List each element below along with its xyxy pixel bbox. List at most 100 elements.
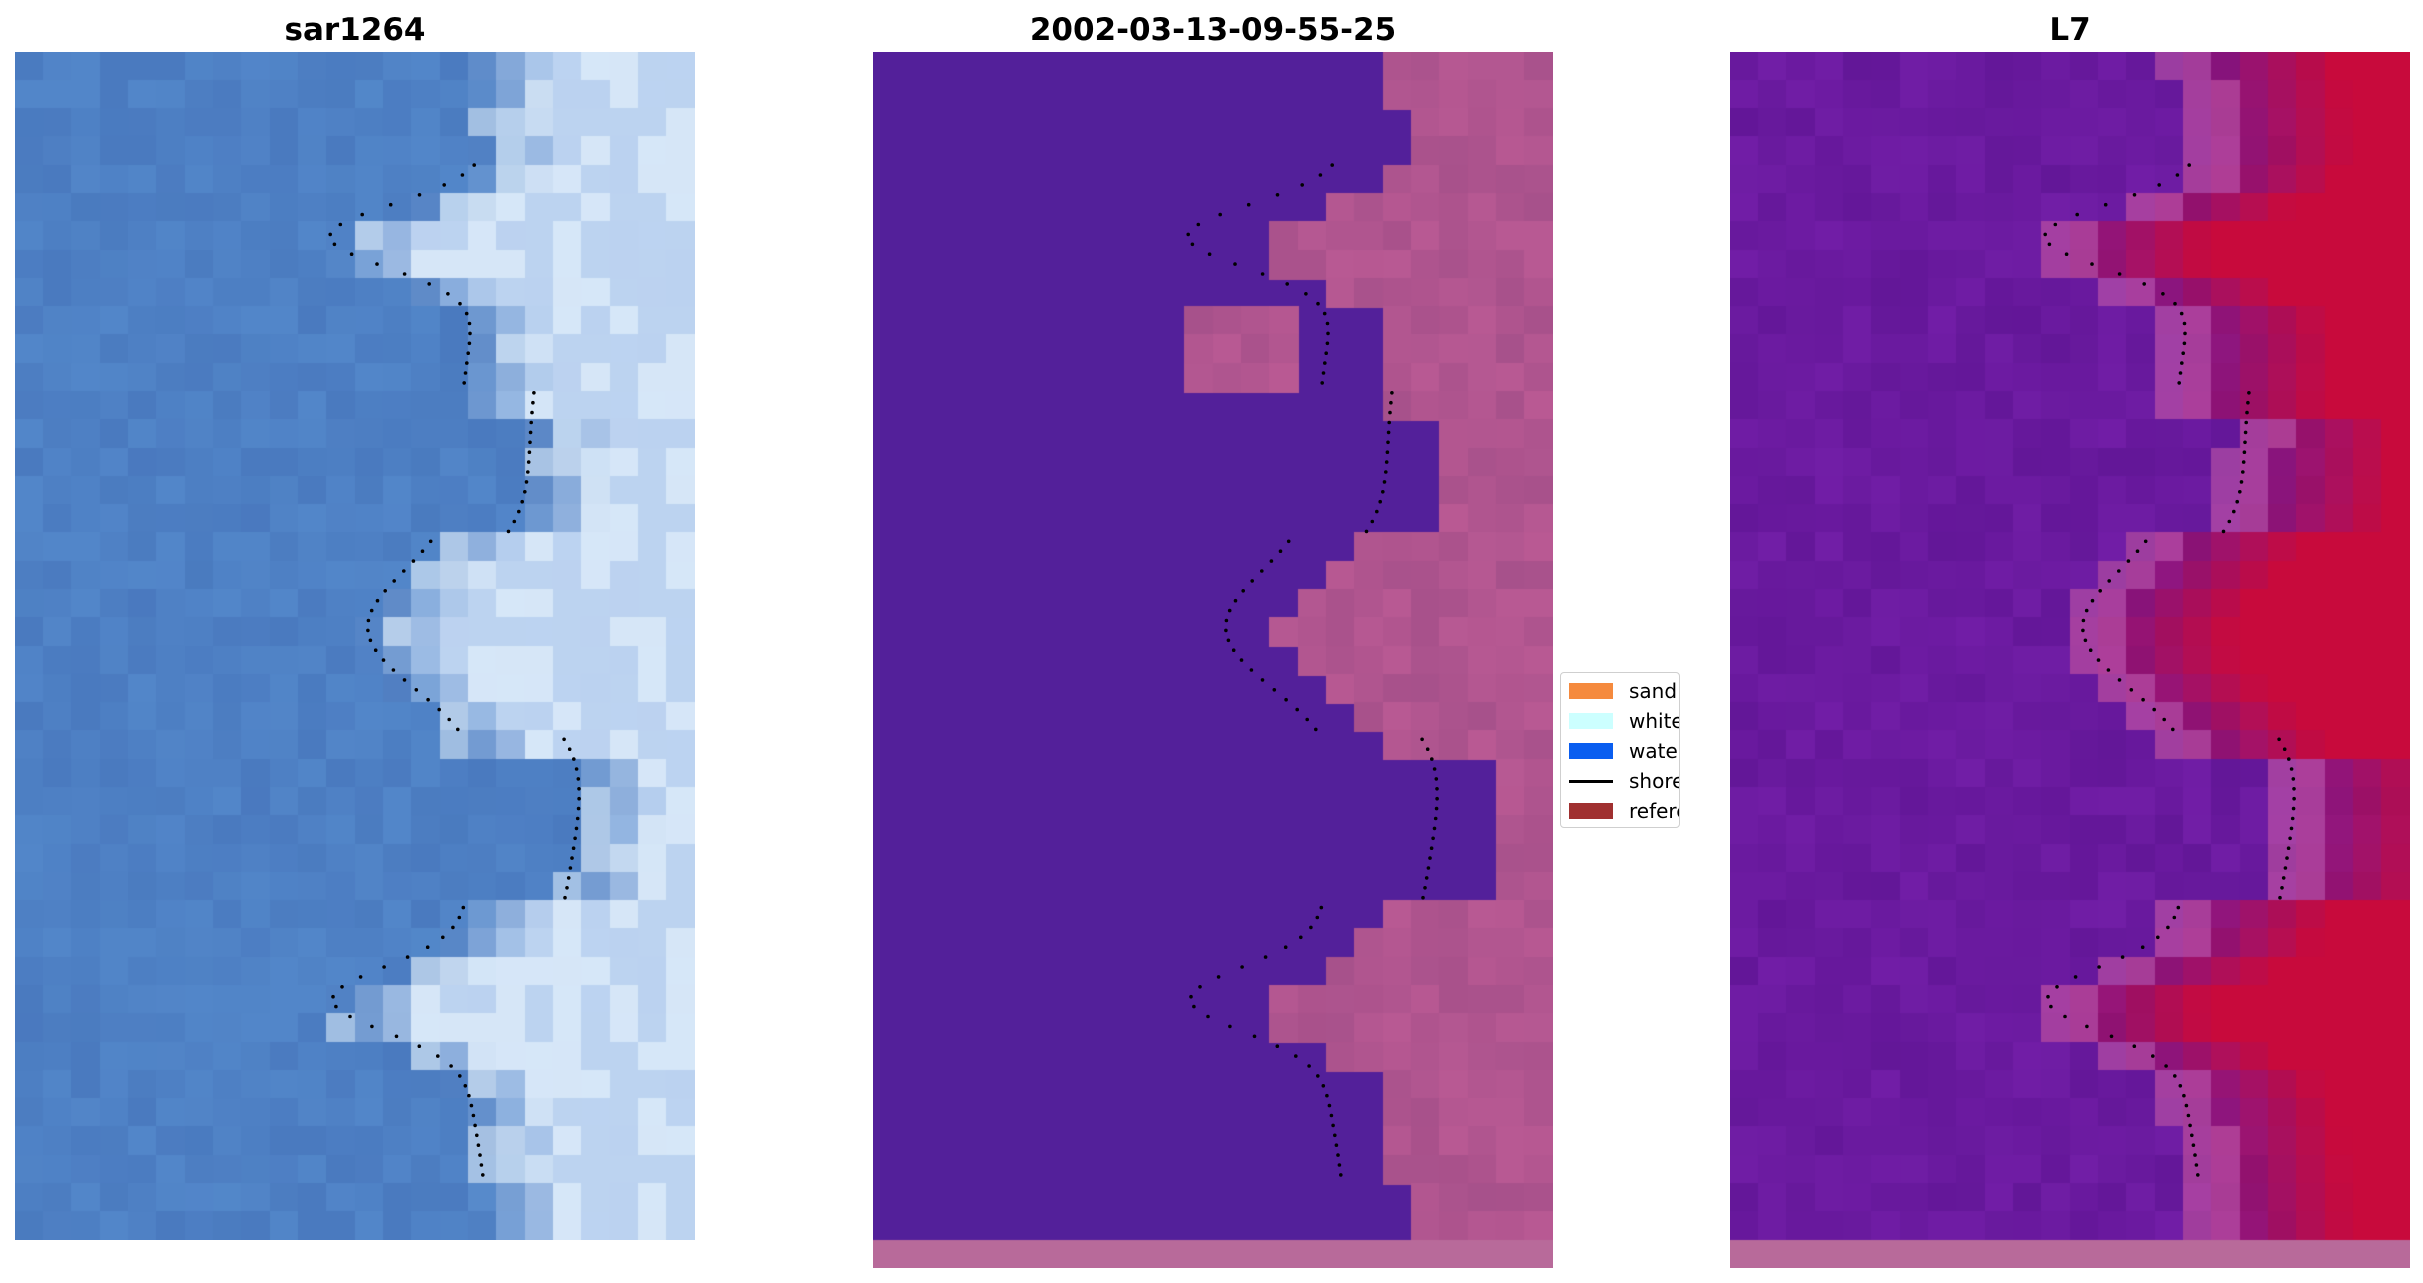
shoreline-point xyxy=(2193,1153,2197,1157)
shoreline-point xyxy=(506,529,511,534)
shoreline-point xyxy=(2132,193,2137,197)
shoreline-point xyxy=(2277,737,2281,742)
shoreline-point xyxy=(528,440,532,445)
shoreline-point xyxy=(1430,757,1434,761)
shoreline-point xyxy=(2047,242,2052,247)
shoreline-point xyxy=(449,1064,453,1068)
shoreline-point xyxy=(1260,678,1265,682)
shoreline-point xyxy=(1295,707,1299,712)
shoreline-point xyxy=(1260,569,1264,573)
shoreline-point xyxy=(451,925,455,930)
shoreline-point xyxy=(572,757,576,761)
shoreline-point xyxy=(1326,331,1330,336)
shoreline-point xyxy=(382,965,386,969)
shoreline-point xyxy=(2290,816,2295,821)
shoreline-point xyxy=(576,806,581,811)
legend-label: shoreline xyxy=(1629,769,1679,793)
shoreline-point xyxy=(1330,163,1334,167)
shoreline-point xyxy=(1420,737,1424,742)
shoreline-point xyxy=(1233,262,1237,266)
shoreline-point xyxy=(2289,767,2294,771)
shoreline-point xyxy=(1429,846,1434,850)
legend-item-water: water xyxy=(1561,735,1679,765)
shoreline-point xyxy=(531,400,535,405)
shoreline-point xyxy=(2043,232,2047,237)
shoreline-point xyxy=(366,628,370,633)
shoreline-point xyxy=(1421,895,1425,900)
shoreline-point xyxy=(2083,638,2088,643)
shoreline-point xyxy=(575,816,580,821)
shoreline-point xyxy=(2049,1004,2053,1009)
shoreline-point xyxy=(2046,994,2050,999)
shoreline-point xyxy=(340,985,344,989)
shoreline-point xyxy=(2151,1054,2155,1058)
shoreline-point xyxy=(471,1113,476,1118)
water-swatch xyxy=(1569,743,1613,759)
shoreline-point xyxy=(2227,519,2232,524)
shoreline-point xyxy=(2090,262,2094,266)
shoreline-point xyxy=(2090,598,2095,603)
shoreline-point xyxy=(1378,499,1382,504)
shoreline-point xyxy=(1275,193,1280,197)
shoreline-point xyxy=(375,262,379,266)
shoreline-point xyxy=(1425,747,1430,751)
shoreline-point xyxy=(2292,787,2296,791)
shoreline-point xyxy=(2243,430,2248,435)
shoreline-point xyxy=(328,232,333,237)
shoreline-point xyxy=(425,945,430,949)
shoreline-point xyxy=(524,480,529,484)
shoreline-point xyxy=(426,697,430,702)
shoreline-point xyxy=(462,381,467,385)
shoreline-point xyxy=(1322,311,1327,316)
shoreline-point xyxy=(360,212,365,217)
shoreline-point xyxy=(2081,618,2086,623)
rgb-image-panel xyxy=(15,52,695,1240)
shoreline-point xyxy=(2283,866,2288,870)
shoreline-point xyxy=(1294,1054,1298,1058)
shoreline-point xyxy=(2166,925,2170,930)
shoreline-point xyxy=(402,272,407,276)
shoreline-point xyxy=(2063,1014,2067,1019)
shoreline-point xyxy=(2103,202,2108,207)
shoreline-point xyxy=(528,430,533,435)
shoreline-point xyxy=(2180,361,2184,365)
shoreline-point xyxy=(417,193,422,197)
shoreline-point xyxy=(1315,915,1320,920)
shoreline-point xyxy=(512,519,517,524)
shoreline-point xyxy=(573,836,577,841)
shoreline-point xyxy=(1224,618,1229,623)
shoreline-point xyxy=(1318,173,1323,177)
shoreline-point xyxy=(2117,272,2122,276)
shoreline-point xyxy=(2098,589,2102,593)
shoreline-point xyxy=(1305,717,1309,722)
shoreline-point xyxy=(1333,1133,1337,1138)
shoreline-point xyxy=(2161,292,2165,296)
shoreline-point xyxy=(1278,549,1283,553)
shoreline-point xyxy=(570,856,574,860)
shoreline-point xyxy=(420,549,425,553)
shoreline-point xyxy=(571,846,576,850)
shoreline-point xyxy=(1227,608,1232,613)
shoreline-point xyxy=(479,1163,484,1167)
rgb-image xyxy=(15,52,695,1240)
panel-title-rgb: sar1264 xyxy=(284,12,426,48)
shoreline-point xyxy=(2291,777,2296,781)
shoreline-point xyxy=(1304,292,1308,296)
shoreline-point xyxy=(461,905,466,910)
shoreline-point xyxy=(2097,965,2101,969)
legend-label: sand xyxy=(1629,679,1678,703)
shoreline-point xyxy=(526,460,531,464)
shoreline-point xyxy=(1324,351,1328,356)
shoreline-point xyxy=(2182,321,2187,326)
shoreline-point xyxy=(2281,876,2286,880)
shoreline-point xyxy=(2235,499,2239,504)
shoreline-point xyxy=(562,737,566,742)
shoreline-point xyxy=(2055,985,2059,989)
shoreline-point xyxy=(1321,1084,1326,1088)
shoreline-point xyxy=(411,559,416,563)
shoreline-point xyxy=(1275,1044,1280,1048)
shoreline-point xyxy=(2285,856,2289,860)
shoreline-point xyxy=(467,321,472,326)
shoreline-point xyxy=(568,866,573,870)
shoreline-point xyxy=(1382,480,1387,484)
